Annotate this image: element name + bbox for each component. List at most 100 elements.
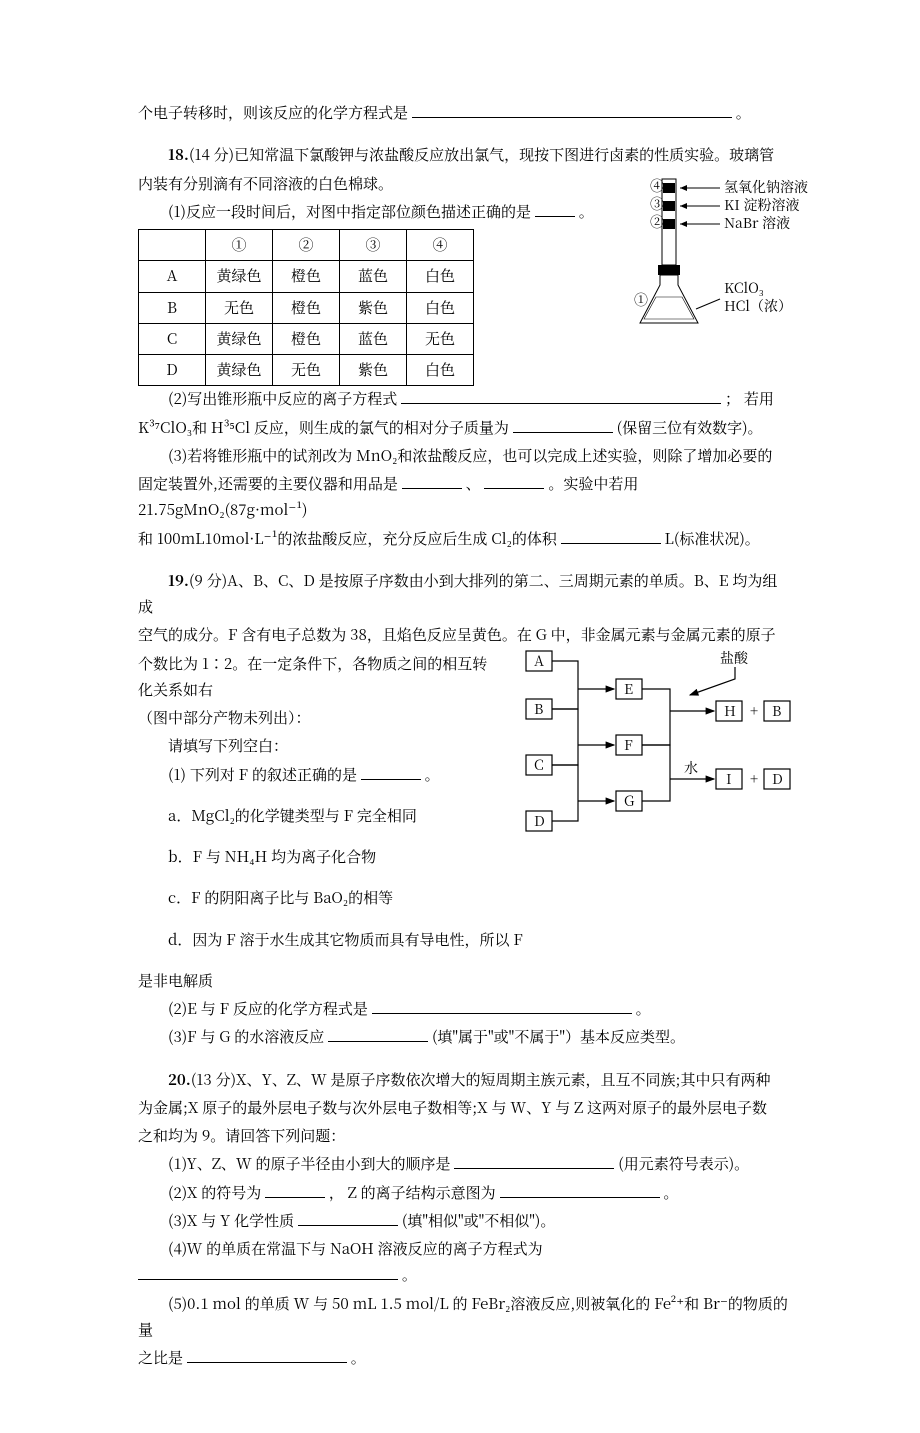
svg-text:G: G	[624, 791, 635, 811]
q20-p1: (1)Y、Z、W 的原子半径由小到大的顺序是 (用元素符号表示)。	[138, 1151, 790, 1177]
table-row: B 无色 橙色 紫色 白色	[139, 292, 474, 323]
text: 、	[466, 473, 481, 494]
period: 。	[579, 201, 594, 222]
label-ki: KI 淀粉溶液	[724, 195, 800, 215]
svg-text:F: F	[624, 735, 633, 755]
q20-p2: (2)X 的符号为 ， Z 的离子结构示意图为 。	[138, 1180, 790, 1206]
period: 。	[351, 1347, 366, 1368]
table-row: C 黄绿色 橙色 蓝色 无色	[139, 323, 474, 354]
label-water: 水	[684, 758, 698, 778]
svg-text:I: I	[726, 769, 732, 789]
q19-intro-l1: 19.(9 分)A、B、C、D 是按原子序数由小到大排列的第二、三周期元素的单质…	[138, 568, 790, 621]
table-row: D 黄绿色 无色 紫色 白色	[139, 355, 474, 386]
marker-2: ②	[650, 212, 664, 232]
blank[interactable]	[265, 1182, 325, 1198]
q18-intro-l1: 18.(14 分)已知常温下氯酸钾与浓盐酸反应放出氯气，现按下图进行卤素的性质实…	[138, 142, 790, 168]
text: (1)Y、Z、W 的原子半径由小到大的顺序是	[168, 1153, 451, 1174]
prev-question-tail: 个电子转移时，则该反应的化学方程式是 。	[138, 100, 790, 126]
q20-intro-l3: 之和均为 9。请回答下列问题：	[138, 1123, 790, 1149]
blank[interactable]	[361, 764, 421, 780]
q20-intro-l1: 20.(13 分)X、Y、Z、W 是原子序数依次增大的短周期主族元素，且互不同族…	[138, 1067, 790, 1093]
text: (3)X 与 Y 化学性质	[168, 1210, 294, 1231]
label-nabr: NaBr 溶液	[724, 213, 790, 233]
blank[interactable]	[454, 1153, 614, 1169]
q18-p3-l2: 固定装置外,还需要的主要仪器和用品是 、 。实验中若用 21.75gMnO₂(8…	[138, 471, 790, 524]
text: (用元素符号表示)。	[618, 1153, 749, 1174]
text: (1) 下列对 F 的叙述正确的是	[168, 764, 357, 785]
label-naoh: 氢氧化钠溶液	[724, 177, 808, 197]
cell: C	[139, 323, 206, 354]
svg-text:B: B	[772, 701, 781, 721]
svg-text:C: C	[534, 755, 544, 775]
blank[interactable]	[187, 1347, 347, 1363]
blank[interactable]	[561, 528, 661, 544]
blank[interactable]	[412, 102, 732, 118]
text: (2)E 与 F 反应的化学方程式是	[168, 998, 368, 1019]
q18-apparatus-figure: ④ ③ ② ① 氢氧化钠溶液 KI 淀粉溶液 NaBr 溶液 KClO₃ HCl…	[600, 173, 810, 333]
text: K³⁷ClO₃和 H³⁵Cl 反应，则生成的氯气的相对分子质量为	[138, 417, 509, 438]
blank[interactable]	[402, 473, 462, 489]
q19-p2: (2)E 与 F 反应的化学方程式是 。	[138, 996, 790, 1022]
svg-text:+: +	[750, 769, 758, 789]
q20-p5-l1: (5)0.1 mol 的单质 W 与 50 mL 1.5 mol/L 的 FeB…	[138, 1291, 790, 1344]
cell: A	[139, 261, 206, 292]
blank[interactable]	[513, 417, 613, 433]
cell: 蓝色	[340, 261, 407, 292]
marker-1: ①	[634, 290, 648, 310]
svg-text:H: H	[724, 701, 736, 721]
period: 。	[402, 1264, 417, 1285]
label-kclo3: KClO₃	[724, 278, 764, 298]
cell: ①	[206, 230, 273, 261]
q19-intro-l4: （图中部分产物未列出）：	[138, 705, 498, 731]
cell: 黄绿色	[206, 261, 273, 292]
q19-p3: (3)F 与 G 的水溶液反应 (填"属于"或"不属于"）基本反应类型。	[138, 1024, 790, 1050]
q20-p4: (4)W 的单质在常温下与 NaOH 溶液反应的离子方程式为 。	[138, 1236, 790, 1289]
blank[interactable]	[500, 1182, 660, 1198]
q18-number: 18.	[168, 144, 189, 165]
text: 之比是	[138, 1347, 183, 1368]
cell: 白色	[407, 355, 474, 386]
text: (保留三位有效数字)。	[617, 417, 763, 438]
period: 。	[736, 102, 751, 123]
blank[interactable]	[328, 1026, 428, 1042]
cell: 无色	[206, 292, 273, 323]
q18-points: (14 分)	[189, 144, 234, 165]
text: ； 若用	[725, 388, 774, 409]
cell: 白色	[407, 261, 474, 292]
q19-ask: 请填写下列空白：	[138, 733, 498, 759]
text: 已知常温下氯酸钾与浓盐酸反应放出氯气，现按下图进行卤素的性质实验。玻璃管	[234, 144, 774, 165]
text: (填"相似"或"不相似")。	[402, 1210, 555, 1231]
cell: 橙色	[273, 323, 340, 354]
cell: B	[139, 292, 206, 323]
q20-points: (13 分)	[191, 1069, 236, 1090]
blank[interactable]	[484, 473, 544, 489]
period: 。	[636, 998, 651, 1019]
blank[interactable]	[138, 1264, 398, 1280]
apparatus-svg: ④ ③ ② ① 氢氧化钠溶液 KI 淀粉溶液 NaBr 溶液 KClO₃ HCl…	[600, 173, 810, 333]
blank[interactable]	[372, 998, 632, 1014]
q19-opt-tail: 是非电解质	[138, 968, 790, 994]
q19-intro-l3: 个数比为 1∶2。在一定条件下，各物质之间的相互转化关系如右	[138, 651, 498, 704]
cell: D	[139, 355, 206, 386]
cell: 紫色	[340, 292, 407, 323]
cell: ③	[340, 230, 407, 261]
cell: 黄绿色	[206, 323, 273, 354]
svg-text:+: +	[750, 701, 758, 721]
cell: 无色	[273, 355, 340, 386]
marker-4: ④	[650, 176, 664, 196]
q19-number: 19.	[168, 570, 189, 591]
cell: ②	[273, 230, 340, 261]
cell: 黄绿色	[206, 355, 273, 386]
cell: 紫色	[340, 355, 407, 386]
blank[interactable]	[298, 1210, 398, 1226]
text: (4)W 的单质在常温下与 NaOH 溶液反应的离子方程式为	[168, 1238, 543, 1259]
period: 。	[663, 1182, 678, 1203]
q19-body: 个数比为 1∶2。在一定条件下，各物质之间的相互转化关系如右 （图中部分产物未列…	[138, 651, 790, 953]
q19-opt-a: a．MgCl₂的化学键类型与 F 完全相同	[138, 803, 551, 829]
label-yansuan: 盐酸	[720, 648, 749, 668]
blank[interactable]	[401, 388, 721, 404]
text: (2)写出锥形瓶中反应的离子方程式	[168, 388, 397, 409]
blank[interactable]	[535, 201, 575, 217]
label-hcl: HCl（浓）	[724, 296, 792, 316]
marker-3: ③	[650, 194, 664, 214]
